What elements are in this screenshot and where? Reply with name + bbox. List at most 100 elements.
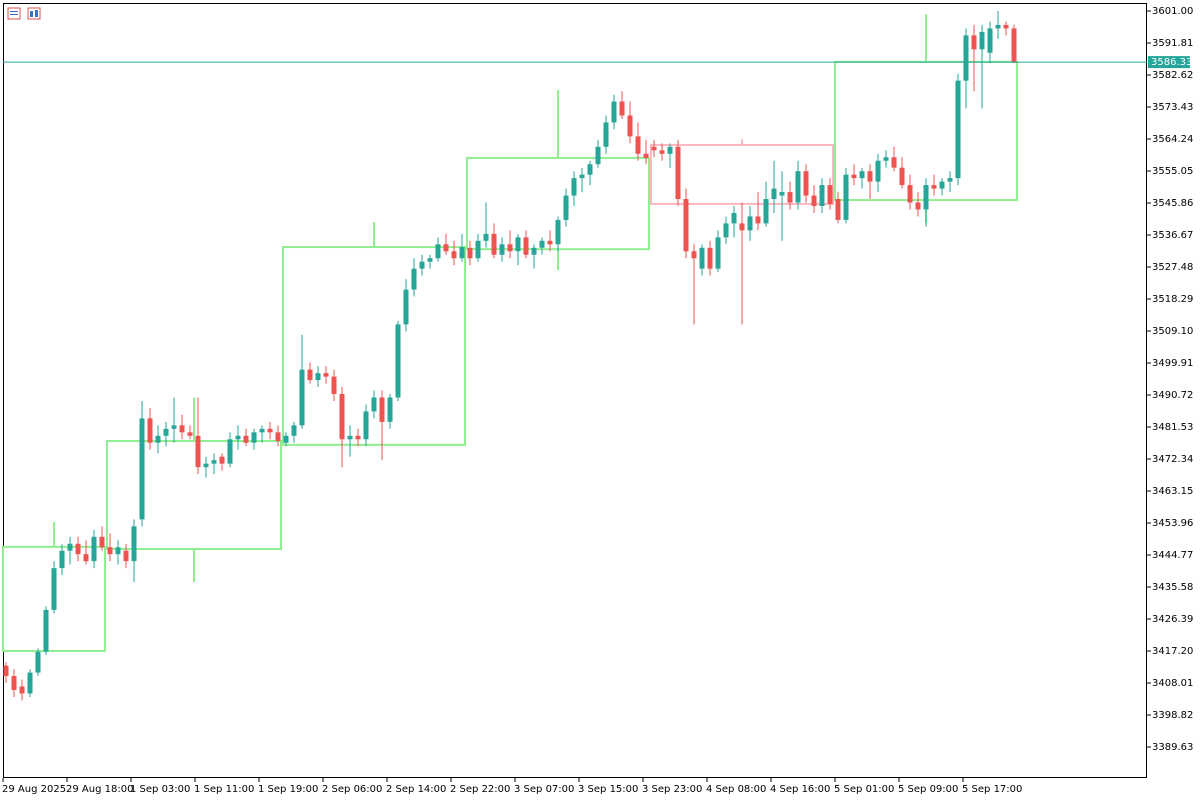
candle-body <box>795 171 801 203</box>
y-tick-label: 3499.91 <box>1152 358 1193 369</box>
candle-body <box>379 397 385 422</box>
y-tick-label: 3582.62 <box>1152 70 1193 81</box>
candle-body <box>27 672 33 694</box>
candle-body <box>539 240 545 248</box>
candle-body <box>995 24 1001 29</box>
y-tick-label: 3591.81 <box>1152 38 1193 49</box>
candle-body <box>707 247 713 269</box>
candle-body <box>459 247 465 259</box>
candle-body <box>923 185 929 210</box>
y-tick-label: 3435.58 <box>1152 582 1193 593</box>
candle-body <box>347 435 353 440</box>
candle-body <box>179 425 185 433</box>
candle-body <box>483 233 489 241</box>
candle-body <box>771 188 777 200</box>
candle-body <box>811 195 817 206</box>
candle-body <box>939 181 945 189</box>
y-tick-label: 3398.82 <box>1152 710 1193 721</box>
candle-body <box>3 665 9 677</box>
daily-body <box>106 440 282 550</box>
candle-body <box>635 136 641 154</box>
candle-body <box>211 460 217 464</box>
candle-body <box>915 202 921 210</box>
candle-body <box>19 686 25 694</box>
candle-body <box>323 373 329 377</box>
candle-body <box>371 397 377 412</box>
candle-body <box>395 324 401 398</box>
x-tick-label: 5 Sep 09:00 <box>898 784 958 795</box>
candle-body <box>267 428 273 433</box>
candle-body <box>523 237 529 255</box>
x-tick-label: 1 Sep 11:00 <box>194 784 254 795</box>
x-tick-label: 2 Sep 14:00 <box>386 784 446 795</box>
candle-body <box>403 289 409 325</box>
candle-body <box>11 676 17 690</box>
y-tick-label: 3518.29 <box>1152 294 1193 305</box>
candle-body <box>667 146 673 154</box>
candle-body <box>683 199 689 252</box>
candle-body <box>171 425 177 429</box>
y-tick-label: 3545.86 <box>1152 198 1193 209</box>
candle-body <box>427 258 433 262</box>
candle-body <box>971 35 977 50</box>
candle-body <box>931 185 937 189</box>
y-tick-label: 3417.20 <box>1152 646 1193 657</box>
x-tick-label: 3 Sep 15:00 <box>578 784 638 795</box>
candle-body <box>947 178 953 182</box>
candle-body <box>1003 24 1009 29</box>
x-tick-label: 29 Aug 2025 <box>2 784 66 795</box>
candle-body <box>203 463 209 468</box>
candle-body <box>387 397 393 422</box>
candle-body <box>83 554 89 562</box>
candle-body <box>699 247 705 269</box>
toolbar-icons[interactable] <box>7 7 41 20</box>
candle-body <box>451 251 457 259</box>
candle-body <box>259 428 265 433</box>
daily-body <box>282 246 466 446</box>
candle-body <box>891 157 897 168</box>
candle-body <box>131 526 137 562</box>
candle-body <box>107 547 113 555</box>
candle-body <box>163 428 169 436</box>
candle-body <box>235 435 241 440</box>
candle-body <box>659 150 665 154</box>
candle-body <box>779 192 785 196</box>
candle-body <box>899 167 905 186</box>
candle-body <box>747 216 753 231</box>
x-tick-label: 5 Sep 01:00 <box>834 784 894 795</box>
candle-body <box>643 153 649 158</box>
candle-body <box>579 174 585 179</box>
candle-body <box>51 568 57 610</box>
x-tick-label: 3 Sep 23:00 <box>642 784 702 795</box>
candle-body <box>475 240 481 259</box>
candle-body <box>43 609 49 652</box>
y-tick-label: 3453.96 <box>1152 518 1193 529</box>
candle-body <box>675 146 681 200</box>
candle-body <box>819 185 825 206</box>
candle-body <box>859 171 865 179</box>
candle-body <box>715 237 721 269</box>
candle-body <box>851 174 857 179</box>
candle-body <box>691 251 697 259</box>
candle-body <box>883 157 889 161</box>
icon-bar <box>35 10 38 17</box>
icon[interactable] <box>27 7 41 20</box>
candle-body <box>155 435 161 443</box>
candle-body <box>139 418 145 520</box>
candle-body <box>587 164 593 175</box>
icon[interactable] <box>7 7 21 20</box>
y-tick-label: 3481.53 <box>1152 422 1193 433</box>
y-tick-label: 3564.24 <box>1152 134 1193 145</box>
candle-body <box>355 435 361 440</box>
candle-body <box>91 536 97 562</box>
candle-body <box>291 425 297 436</box>
candle-body <box>251 432 257 443</box>
candle-body <box>555 219 561 245</box>
candle-body <box>651 146 657 151</box>
candle-body <box>243 435 249 443</box>
candle-body <box>619 101 625 116</box>
candle-body <box>339 394 345 440</box>
candle-body <box>419 261 425 269</box>
candle-body <box>299 369 305 426</box>
